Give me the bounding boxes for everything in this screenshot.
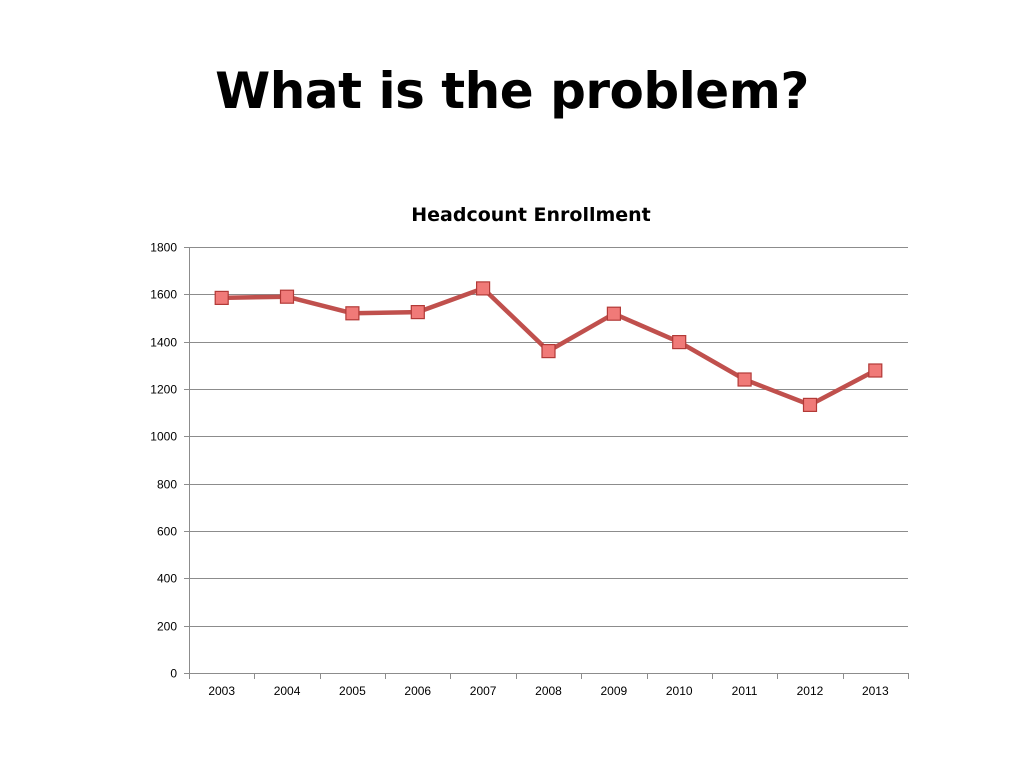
x-tick-label-2011: 2011 <box>732 684 758 698</box>
x-tick-label-2009: 2009 <box>601 684 628 698</box>
axes <box>189 247 908 674</box>
x-tick-label-2013: 2013 <box>862 684 889 698</box>
y-axis-ticks: 0 200 400 600 800 1000 1200 1400 1600 1800 <box>150 241 189 681</box>
y-tick-label-800: 800 <box>157 478 177 492</box>
x-tick-label-2012: 2012 <box>797 684 824 698</box>
y-tick-label-400: 400 <box>157 572 177 586</box>
data-point-2008 <box>541 344 556 359</box>
data-point-2003 <box>214 290 229 305</box>
data-point-2007 <box>476 281 491 296</box>
data-point-2010 <box>672 335 687 350</box>
y-tick-label-1800: 1800 <box>150 241 177 255</box>
y-tick-label-1000: 1000 <box>150 430 177 444</box>
data-point-2006 <box>410 305 425 320</box>
chart-title: Headcount Enrollment <box>411 204 651 226</box>
data-point-2009 <box>606 306 622 321</box>
x-tick-label-2005: 2005 <box>339 684 366 698</box>
data-point-2005 <box>345 306 360 321</box>
x-tick-label-2003: 2003 <box>208 684 235 698</box>
slide-title: What is the problem? <box>215 62 809 120</box>
y-tick-label-1400: 1400 <box>150 336 177 350</box>
data-point-2011 <box>737 372 752 387</box>
gridlines <box>189 247 908 627</box>
series-layer <box>214 281 883 412</box>
y-tick-label-1200: 1200 <box>150 383 177 397</box>
x-tick-label-2010: 2010 <box>666 684 693 698</box>
y-tick-label-600: 600 <box>157 525 177 539</box>
x-tick-label-2006: 2006 <box>404 684 431 698</box>
data-point-2004 <box>279 289 295 304</box>
y-tick-label-200: 200 <box>157 620 177 634</box>
y-tick-label-1600: 1600 <box>150 288 177 302</box>
x-tick-label-2007: 2007 <box>470 684 497 698</box>
x-axis-ticks: 2003 2004 2005 2006 2007 2008 2009 2010 2011 2012… <box>189 673 909 698</box>
data-point-2013 <box>868 363 883 378</box>
x-tick-label-2008: 2008 <box>535 684 562 698</box>
x-tick-label-2004: 2004 <box>274 684 301 698</box>
data-point-2012 <box>802 397 818 412</box>
y-tick-label-0: 0 <box>170 667 177 681</box>
